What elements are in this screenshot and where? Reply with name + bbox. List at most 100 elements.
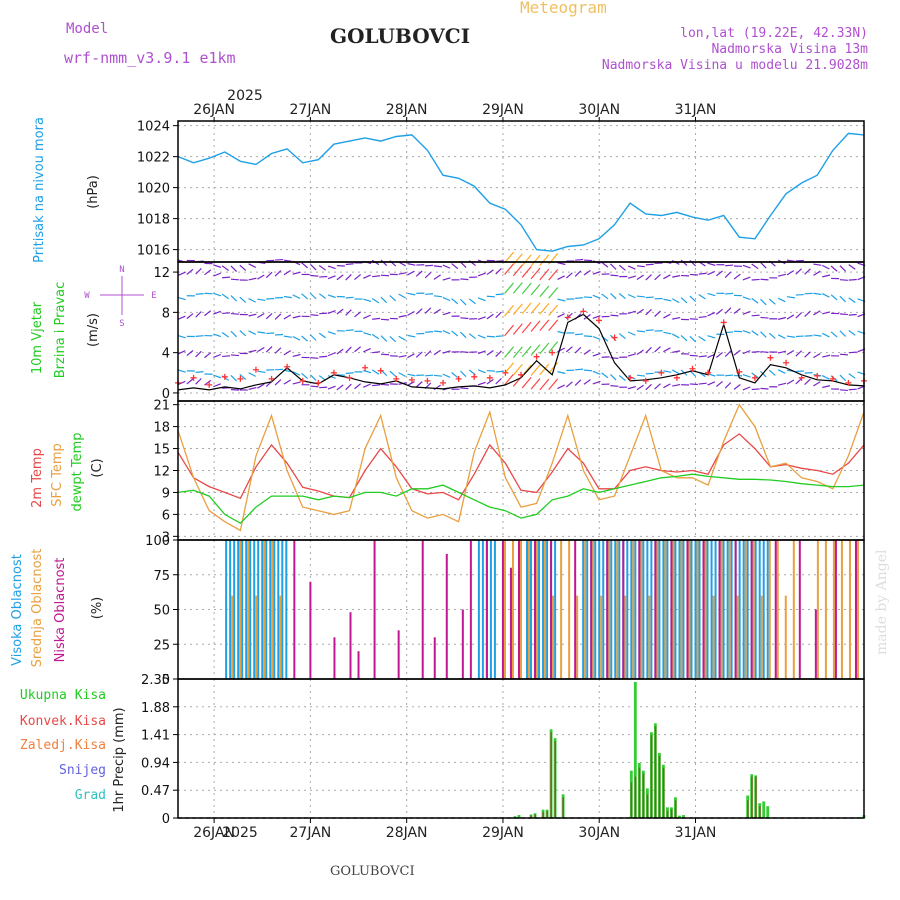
wind-arrow xyxy=(618,333,626,340)
wind-arrow xyxy=(310,274,319,277)
gust-mark xyxy=(221,373,228,380)
convective-precip-bar xyxy=(638,767,641,818)
wind-arrow xyxy=(442,350,451,354)
wind-arrow xyxy=(663,370,672,373)
gust-mark xyxy=(533,353,540,360)
ytick-label: 1016 xyxy=(137,244,170,259)
wind-arrow xyxy=(671,333,680,339)
wind-arrow xyxy=(407,292,416,296)
wind-arrow xyxy=(283,379,292,385)
wind-arrow xyxy=(248,386,257,390)
wind-arrow xyxy=(327,375,336,379)
wind-arrow xyxy=(380,383,390,386)
wind-panel xyxy=(175,251,867,392)
wind-arrow xyxy=(530,267,541,280)
wind-arrow xyxy=(839,279,848,281)
wind-arrow xyxy=(778,382,787,386)
wind-arrow xyxy=(848,264,856,270)
wind-arrow xyxy=(742,386,751,391)
top-day-label: 30JAN xyxy=(578,102,620,118)
wind-arrow xyxy=(230,375,238,382)
gust-mark xyxy=(190,374,197,381)
wind-arrow xyxy=(830,294,838,301)
top-day-label: 26JAN xyxy=(193,102,235,118)
wind-arrow xyxy=(751,330,759,336)
wind-arrow xyxy=(698,382,707,385)
wind-arrow xyxy=(636,384,644,391)
wind-arrow xyxy=(398,335,406,341)
wind-arrow xyxy=(433,349,441,356)
wind-arrow xyxy=(672,350,681,353)
wind-arrow xyxy=(742,276,751,281)
convective-precip-bar xyxy=(634,776,637,818)
wind-arrow xyxy=(813,270,821,276)
wind-arrow xyxy=(768,369,776,376)
wind-arrow xyxy=(671,298,680,304)
wind-arrow xyxy=(813,352,821,359)
wind-arrow xyxy=(327,352,336,357)
wind-arrow xyxy=(459,370,467,378)
wind-arrow xyxy=(195,378,202,385)
ytick-label: 8 xyxy=(162,306,170,321)
wind-arrow xyxy=(195,268,202,275)
legend-convective: Konvek.Kisa xyxy=(20,714,106,729)
top-day-label: 31JAN xyxy=(675,102,717,118)
wind-arrow xyxy=(407,270,415,276)
wind-arrow xyxy=(813,263,822,266)
wind-arrow xyxy=(318,265,327,271)
wind-arrow xyxy=(575,368,584,371)
gust-mark xyxy=(393,375,400,382)
precip-unit: 1hr Precip (mm) xyxy=(112,707,127,812)
wind-arrow xyxy=(460,278,469,281)
wind-arrow xyxy=(213,353,221,359)
wind-arrow xyxy=(512,253,523,265)
wind-arrow xyxy=(451,372,459,379)
wind-arrow xyxy=(813,292,822,296)
wind-arrow xyxy=(292,371,301,376)
wind-arrow xyxy=(848,351,857,354)
ytick-label: 25 xyxy=(153,638,170,653)
wind-arrow xyxy=(186,313,194,320)
model-elevation-label: Nadmorska Visina u modelu 21.9028m xyxy=(602,58,868,73)
wind-arrow xyxy=(725,292,734,295)
wind-arrow xyxy=(495,311,502,319)
wind-arrow xyxy=(504,263,515,275)
wind-arrow xyxy=(663,313,671,319)
wind-arrow xyxy=(786,314,795,320)
wind-arrow xyxy=(425,374,434,377)
wind-arrow xyxy=(742,296,751,301)
gust-mark xyxy=(518,371,524,378)
wind-arrow xyxy=(177,380,186,386)
wind-arrow xyxy=(575,333,584,336)
wind-arrow xyxy=(548,341,559,353)
wind-arrow xyxy=(636,374,645,377)
cloud-axis-title-2: Srednja Oblacnost xyxy=(30,549,45,668)
wind-arrow xyxy=(583,296,593,299)
gust-mark xyxy=(268,375,275,382)
wind-arrow xyxy=(610,385,619,387)
wind-arrow xyxy=(301,335,309,342)
wind-arrow xyxy=(636,265,645,268)
wind-arrow xyxy=(715,381,723,388)
wind-arrow xyxy=(645,274,652,281)
wind-arrow xyxy=(707,292,716,297)
wind-arrow xyxy=(592,294,601,299)
wind-arrow xyxy=(195,311,202,318)
wind-arrow xyxy=(583,335,593,338)
wind-arrow xyxy=(283,350,292,356)
gust-mark xyxy=(330,369,337,376)
wind-arrow xyxy=(742,264,751,269)
wind-arrow xyxy=(663,274,671,280)
wind-arrow xyxy=(248,313,257,317)
gust-mark xyxy=(689,365,696,372)
legend-hail: Grad xyxy=(75,788,106,803)
wind-arrow xyxy=(751,297,759,304)
wind-arrow xyxy=(283,314,292,320)
wind-arrow xyxy=(610,292,617,300)
convective-precip-bar xyxy=(546,810,548,818)
wind-arrow xyxy=(610,314,619,317)
wind-arrow xyxy=(610,263,617,270)
convective-precip-bar xyxy=(670,809,673,818)
wind-arrow xyxy=(415,308,423,315)
wind-arrow xyxy=(610,373,617,381)
